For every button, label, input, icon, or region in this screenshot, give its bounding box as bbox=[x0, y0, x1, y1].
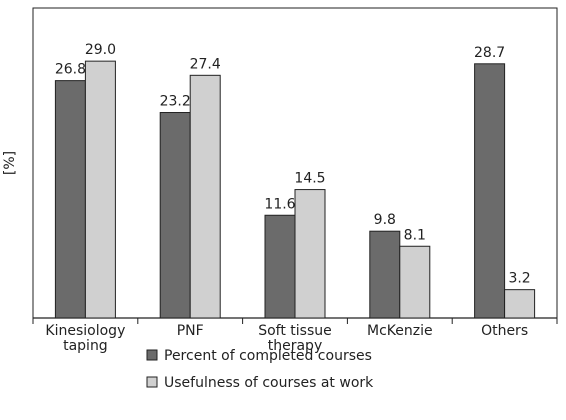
value-label: 23.2 bbox=[160, 94, 191, 110]
value-label: 26.8 bbox=[55, 62, 86, 78]
value-label: 14.5 bbox=[294, 171, 325, 187]
x-tick-label: McKenzie bbox=[366, 323, 433, 339]
value-label: 3.2 bbox=[508, 271, 530, 287]
x-tick-label: PNF bbox=[176, 323, 204, 339]
value-label: 9.8 bbox=[374, 212, 396, 228]
bar bbox=[504, 289, 536, 319]
x-tick-label: Others bbox=[481, 323, 529, 339]
value-label: 27.4 bbox=[190, 56, 221, 72]
bar bbox=[54, 80, 86, 319]
legend-swatch bbox=[146, 349, 158, 361]
x-tick-label: Kinesiology taping bbox=[45, 323, 126, 354]
bar bbox=[369, 230, 401, 319]
value-label: 28.7 bbox=[474, 45, 505, 61]
plot-frame bbox=[32, 7, 558, 318]
bar bbox=[294, 189, 326, 319]
bar bbox=[264, 214, 296, 319]
legend-label: Usefulness of courses at work bbox=[164, 375, 374, 391]
bar bbox=[189, 74, 221, 319]
bar bbox=[474, 63, 506, 319]
bar bbox=[159, 112, 191, 319]
bar bbox=[399, 245, 431, 319]
legend-swatch bbox=[146, 376, 158, 388]
value-label: 29.0 bbox=[85, 42, 116, 58]
bar bbox=[84, 60, 116, 319]
value-label: 11.6 bbox=[264, 196, 295, 212]
value-label: 8.1 bbox=[404, 227, 426, 243]
y-axis-label: [%] bbox=[2, 151, 18, 175]
x-tick-label: Soft tissue therapy bbox=[258, 323, 332, 354]
legend-label: Percent of completed courses bbox=[164, 348, 372, 364]
